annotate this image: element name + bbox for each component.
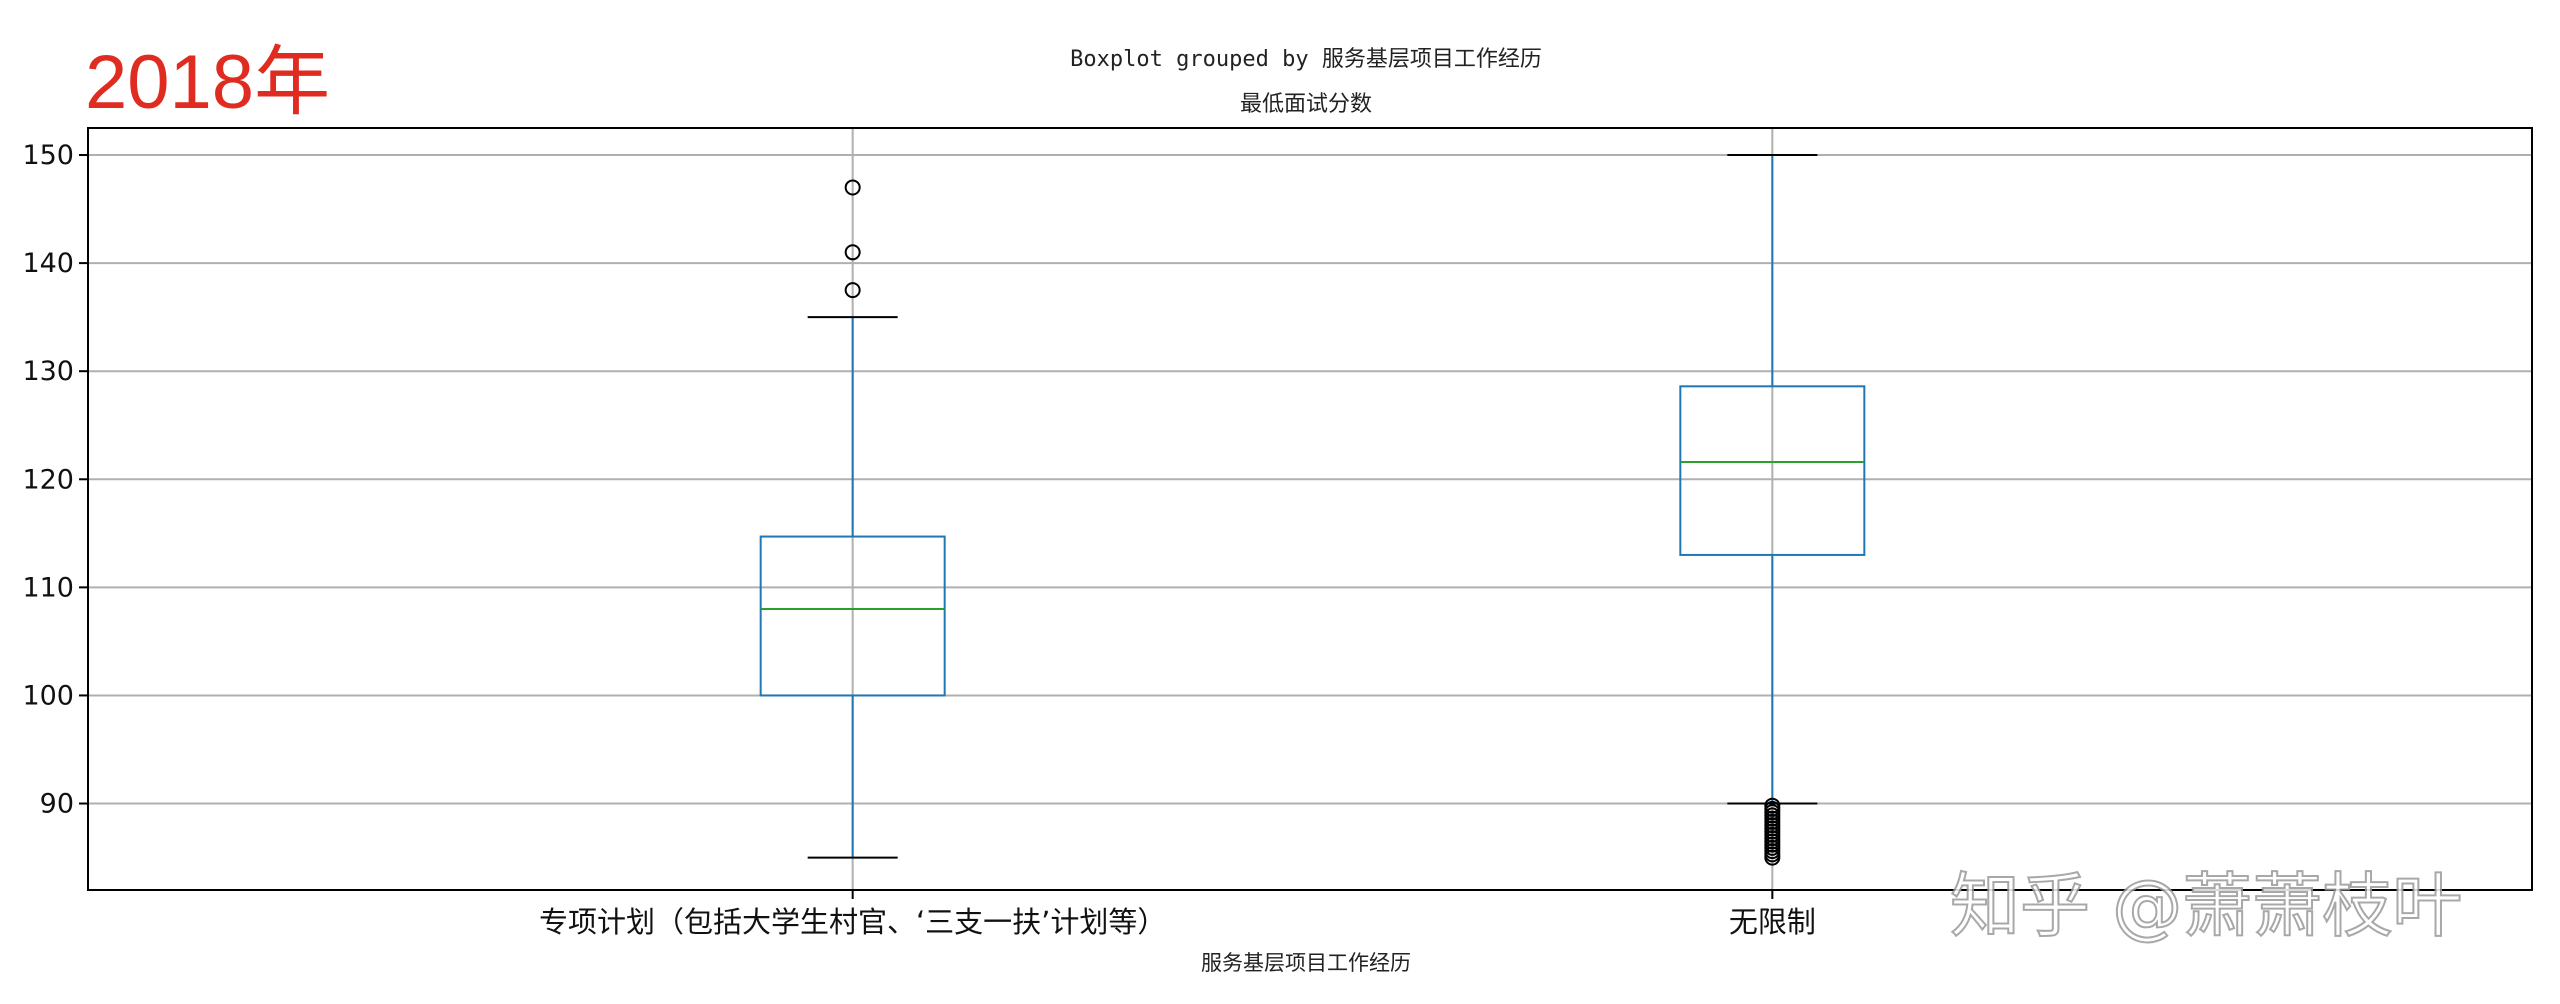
y-tick-label: 120 <box>22 464 74 495</box>
boxplot-layer <box>759 154 1866 866</box>
outlier-point <box>844 179 861 196</box>
iqr-box <box>759 535 946 697</box>
iqr-box <box>1679 385 1866 556</box>
y-axis-ticks: 90 100 110 120 130 140 150 <box>22 140 88 820</box>
y-tick-label: 130 <box>22 356 74 387</box>
watermark-text: 知乎 @萧萧枝叶 <box>1950 865 2462 947</box>
y-tick-label: 90 <box>40 789 74 820</box>
outlier-point <box>844 282 861 299</box>
outlier-point <box>844 244 861 261</box>
x-axis-label: 服务基层项目工作经历 <box>1201 951 1411 975</box>
x-tick-label: 专项计划（包括大学生村官、‘三支一扶’计划等） <box>539 905 1166 939</box>
year-label: 2018年 <box>85 40 330 125</box>
y-tick-label: 110 <box>22 572 74 603</box>
y-tick-label: 140 <box>22 248 74 279</box>
y-tick-label: 150 <box>22 140 74 171</box>
x-tick-label: 无限制 <box>1729 905 1816 939</box>
x-axis-ticks: 专项计划（包括大学生村官、‘三支一扶’计划等） 无限制 <box>539 890 1816 939</box>
y-tick-label: 100 <box>22 680 74 711</box>
chart-title: Boxplot grouped by 服务基层项目工作经历 <box>1070 47 1542 72</box>
plot-area-frame <box>87 127 2533 891</box>
outlier-point <box>1764 849 1781 866</box>
chart-subtitle: 最低面试分数 <box>1240 92 1372 117</box>
grid-lines <box>88 128 2532 890</box>
